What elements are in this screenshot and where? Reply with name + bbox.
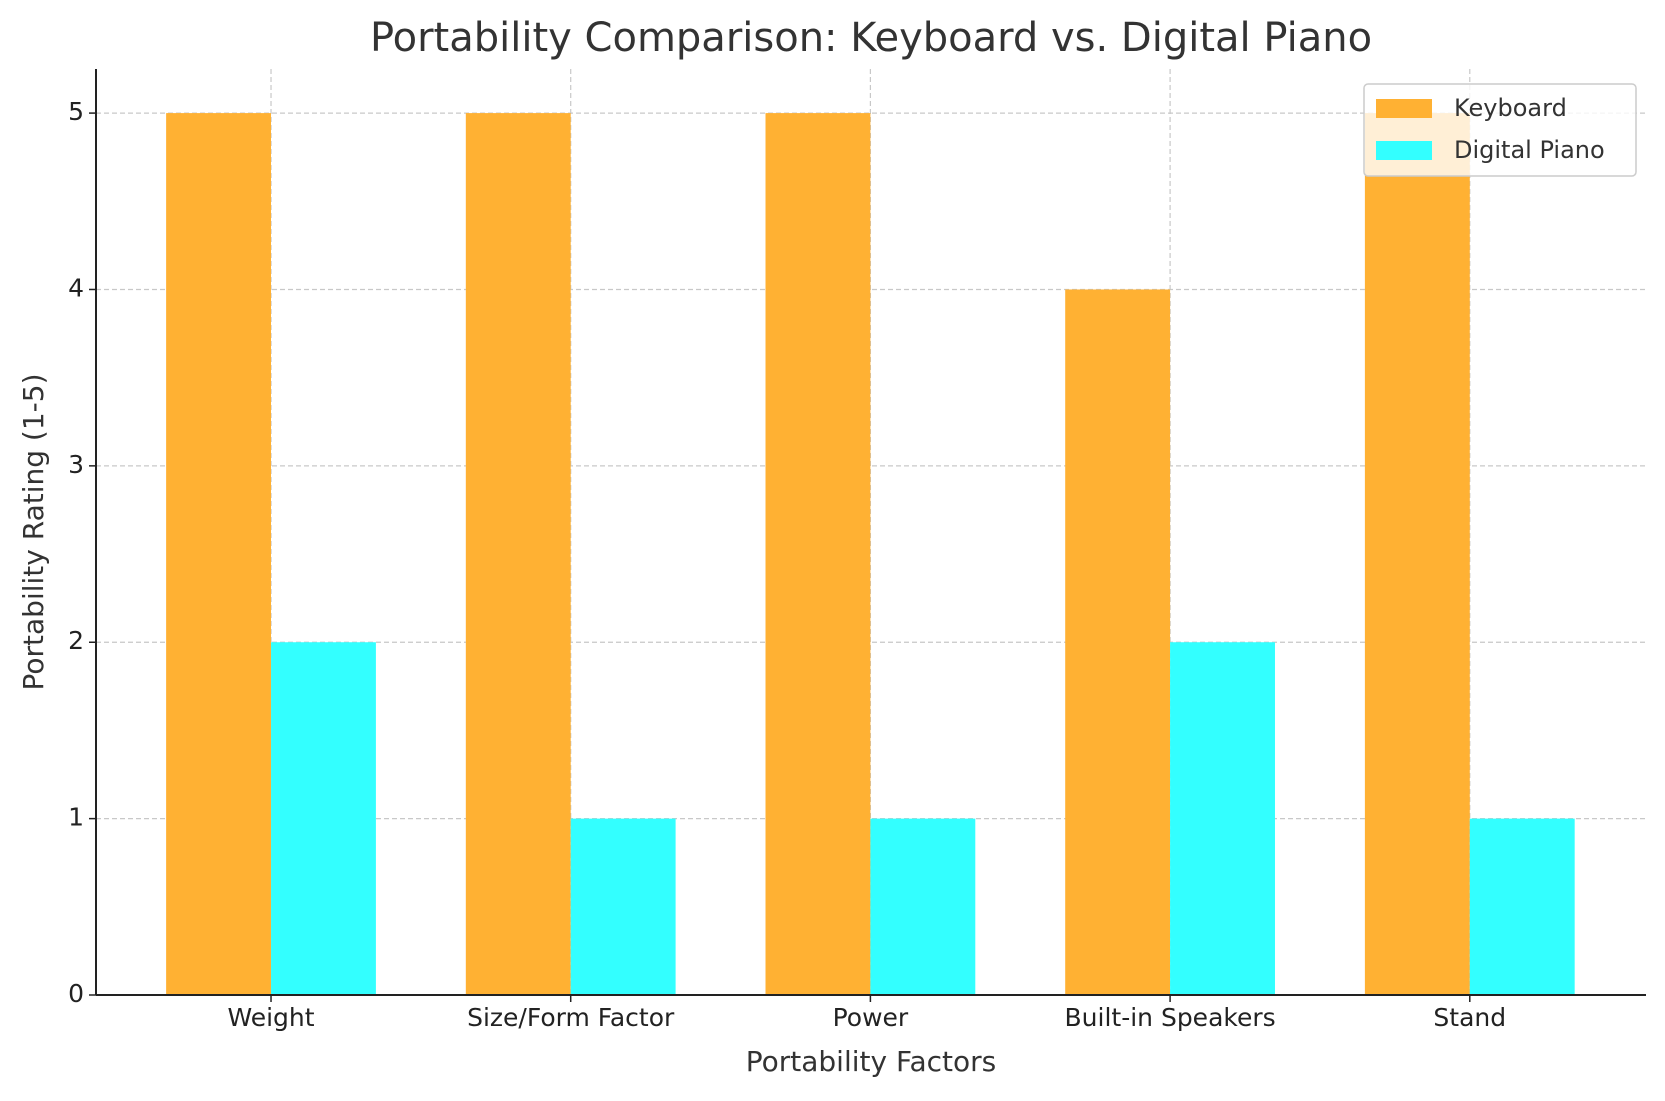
- bar: [1065, 289, 1171, 995]
- x-tick-label: Size/Form Factor: [467, 1003, 675, 1032]
- legend-label: Digital Piano: [1454, 136, 1605, 164]
- legend-swatch: [1376, 99, 1432, 118]
- bar: [870, 818, 976, 995]
- y-tick-label: 0: [68, 979, 84, 1008]
- y-tick-label: 1: [68, 803, 84, 832]
- y-tick-label: 5: [68, 97, 84, 126]
- x-tick-label: Built-in Speakers: [1065, 1003, 1276, 1032]
- y-tick-label: 2: [68, 626, 84, 655]
- x-tick-label: Power: [833, 1003, 909, 1032]
- bar: [166, 113, 272, 996]
- bar: [1170, 642, 1275, 995]
- chart-title: Portability Comparison: Keyboard vs. Dig…: [370, 15, 1372, 61]
- bar: [1469, 818, 1575, 995]
- bar: [271, 642, 376, 995]
- x-tick-label: Weight: [227, 1003, 314, 1032]
- legend-label: Keyboard: [1454, 94, 1567, 122]
- bar: [465, 113, 571, 996]
- bar: [570, 818, 676, 995]
- legend: Keyboard Digital Piano: [1363, 83, 1637, 177]
- bar: [1364, 113, 1470, 996]
- x-tick-label: Stand: [1433, 1003, 1506, 1032]
- y-tick-label: 3: [68, 450, 84, 479]
- x-axis-label: Portability Factors: [746, 1045, 997, 1078]
- bar: [765, 113, 871, 996]
- legend-swatch: [1376, 141, 1432, 160]
- y-axis-label: Portability Rating (1-5): [17, 374, 50, 691]
- y-tick-label: 4: [68, 273, 84, 302]
